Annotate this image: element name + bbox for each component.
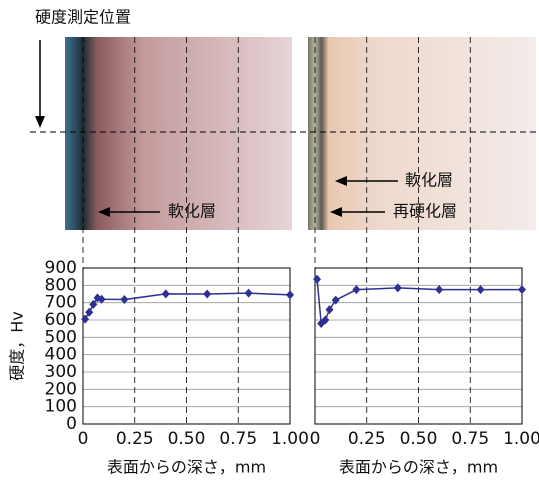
y-axis-label: 硬度，Hv (8, 311, 27, 381)
data-point (203, 289, 212, 299)
x-tick-label: 1.00 (271, 429, 309, 449)
data-line (316, 279, 522, 325)
data-point (97, 294, 106, 304)
data-point (286, 290, 294, 300)
arrow-head (330, 207, 342, 217)
data-point (81, 314, 90, 324)
x-tick-label: 0.25 (348, 429, 386, 449)
x-tick-label: 0.75 (219, 429, 257, 449)
data-point (518, 285, 526, 295)
x-tick-label: 0 (310, 429, 321, 449)
data-point (331, 295, 340, 305)
left-micrograph (65, 37, 292, 230)
data-point (476, 285, 485, 295)
y-tick-label: 700 (45, 293, 77, 313)
data-line (84, 292, 291, 320)
x-axis-label: 表面からの深さ，mm (339, 458, 498, 477)
data-point (89, 299, 98, 309)
x-tick-label: 0.50 (168, 429, 206, 449)
annotation: 再硬化層 (393, 202, 457, 221)
x-tick-label: 0.50 (400, 429, 438, 449)
position-label: 硬度測定位置 (35, 8, 131, 27)
y-tick-label: 500 (45, 327, 77, 347)
annotation: 軟化層 (405, 171, 453, 190)
data-point (325, 305, 334, 315)
data-point (321, 315, 330, 325)
arrow-head (35, 116, 45, 128)
x-tick-label: 0.75 (451, 429, 489, 449)
y-tick-label: 900 (45, 258, 77, 278)
y-tick-label: 600 (45, 310, 77, 330)
arrow-head (335, 176, 347, 186)
y-tick-label: 800 (45, 275, 77, 295)
plot-frame (82, 267, 291, 425)
data-point (161, 289, 170, 299)
y-tick-label: 0 (66, 414, 77, 434)
data-point (393, 283, 402, 293)
y-tick-label: 400 (45, 345, 77, 365)
y-tick-label: 100 (45, 397, 77, 417)
x-tick-label: 0 (78, 429, 89, 449)
data-point (120, 295, 129, 305)
x-tick-label: 1.00 (503, 429, 539, 449)
y-tick-label: 300 (45, 362, 77, 382)
data-point (352, 285, 361, 295)
data-point (435, 285, 444, 295)
y-tick-label: 200 (45, 379, 77, 399)
right-micrograph (308, 37, 536, 230)
plot-frame (314, 267, 523, 425)
data-point (313, 274, 322, 284)
data-point (244, 288, 253, 298)
arrow-head (98, 207, 110, 217)
annotation: 軟化層 (168, 202, 216, 221)
x-axis-label: 表面からの深さ，mm (107, 458, 266, 477)
data-point (85, 307, 94, 317)
x-tick-label: 0.25 (116, 429, 154, 449)
